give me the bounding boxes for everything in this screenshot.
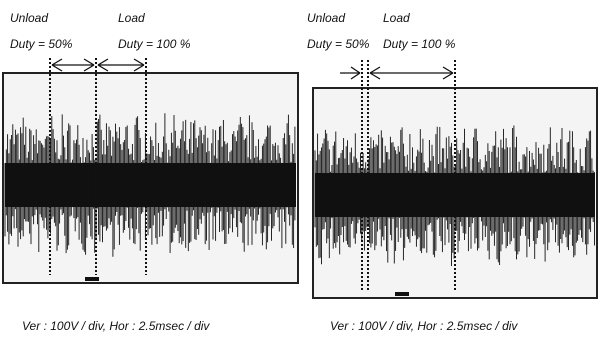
unload-label: Unload bbox=[10, 11, 48, 25]
unload-duty: Duty = 50% bbox=[307, 37, 370, 51]
panel-left: Unload Duty = 50% Load Duty = 100 % Ver … bbox=[3, 11, 298, 333]
interval-arrows bbox=[340, 67, 453, 79]
scope-indicator bbox=[85, 277, 99, 281]
caption: Ver : 100V / div, Hor : 2.5msec / div bbox=[330, 319, 518, 333]
scope-indicator bbox=[395, 292, 409, 296]
load-label: Load bbox=[118, 11, 145, 25]
load-duty: Duty = 100 % bbox=[118, 37, 191, 51]
panel-right: Unload Duty = 50% Load Duty = 100 % Ver … bbox=[307, 11, 597, 333]
figure: Unload Duty = 50% Load Duty = 100 % Ver … bbox=[0, 0, 602, 345]
interval-arrows bbox=[52, 59, 144, 71]
unload-duty: Duty = 50% bbox=[10, 37, 73, 51]
load-duty: Duty = 100 % bbox=[383, 37, 456, 51]
unload-label: Unload bbox=[307, 11, 345, 25]
caption: Ver : 100V / div, Hor : 2.5msec / div bbox=[22, 319, 210, 333]
load-label: Load bbox=[383, 11, 410, 25]
